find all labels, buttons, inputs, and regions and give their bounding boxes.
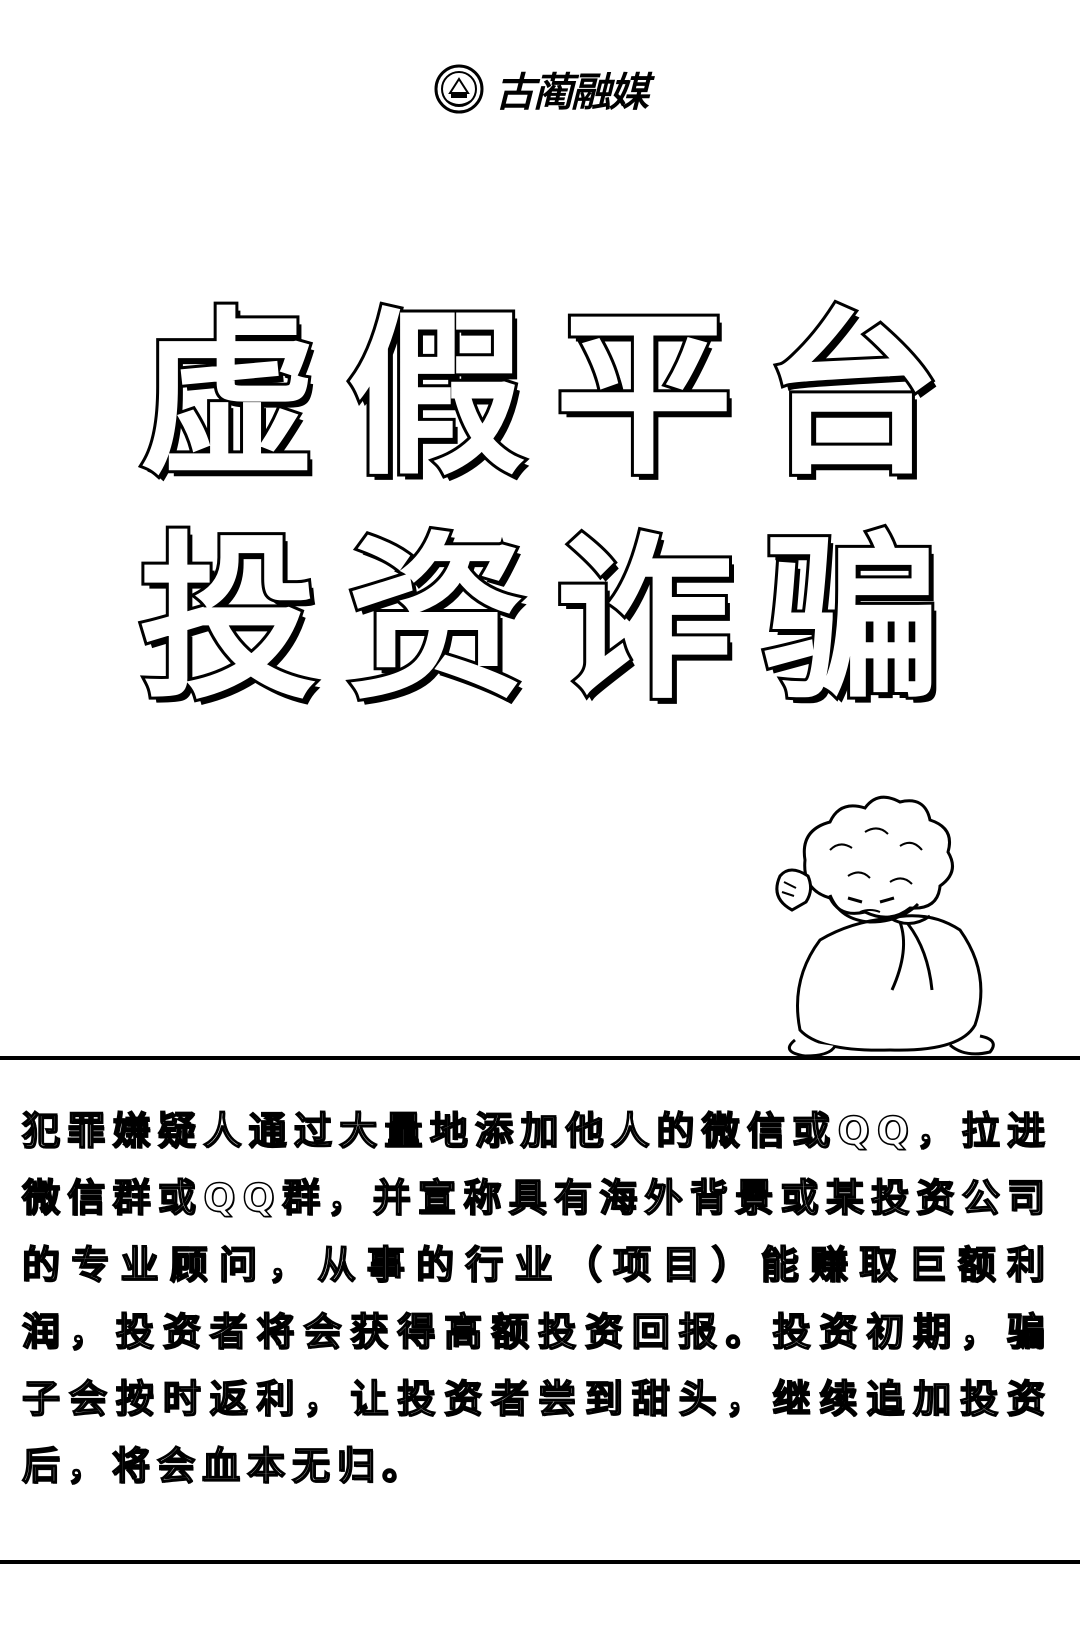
title-line-2: 投资诈骗 (136, 516, 971, 723)
bottom-divider (0, 1560, 1080, 1564)
top-divider (0, 1056, 1080, 1060)
worried-elderly-person-icon (775, 795, 995, 1058)
logo-text: 古蔺融媒 (495, 70, 649, 116)
description-text: 犯罪嫌疑人通过大量地添加他人的微信或QQ，拉进微信群或QQ群，并宣称具有海外背景… (21, 1108, 1052, 1489)
emblem-icon (434, 64, 484, 114)
title-line-1: 虚假平台 (136, 292, 971, 499)
logo: 古蔺融媒 (0, 54, 1080, 124)
